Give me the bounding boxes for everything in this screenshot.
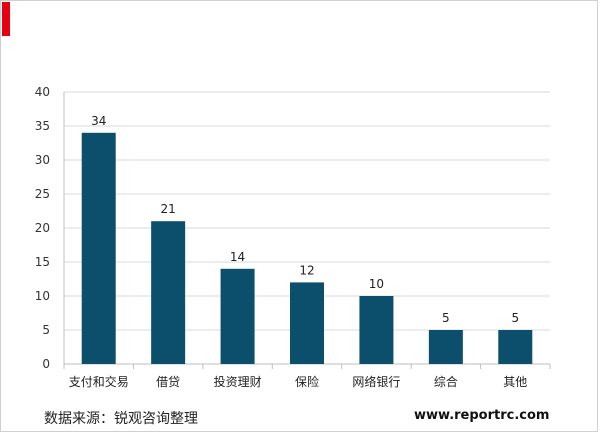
y-tick-label: 20	[35, 221, 50, 235]
x-tick-label: 其他	[503, 375, 527, 389]
data-label: 12	[299, 263, 314, 277]
x-tick-label: 投资理财	[214, 374, 262, 389]
data-label: 14	[230, 250, 245, 264]
bar	[498, 330, 533, 364]
y-tick-label: 10	[35, 289, 50, 303]
bar	[151, 221, 186, 364]
x-tick-label: 支付和交易	[69, 374, 129, 389]
data-label: 21	[161, 202, 176, 216]
website-label: www.reportrc.com	[414, 408, 550, 423]
data-label: 5	[442, 311, 450, 325]
data-source-note: 数据来源：锐观咨询整理	[44, 411, 198, 427]
bar	[359, 296, 394, 364]
bar	[428, 330, 463, 364]
data-label: 5	[511, 311, 519, 325]
y-tick-label: 15	[35, 255, 50, 269]
x-tick-label: 网络银行	[352, 374, 400, 389]
y-tick-label: 5	[42, 323, 50, 337]
accent-bar	[2, 2, 10, 36]
y-tick-label: 25	[35, 187, 50, 201]
y-tick-label: 35	[35, 119, 50, 133]
x-tick-label: 综合	[434, 374, 458, 389]
bar	[220, 268, 255, 364]
x-tick-label: 保险	[295, 374, 319, 389]
y-tick-label: 0	[42, 357, 50, 371]
bar	[290, 282, 324, 364]
y-tick-label: 30	[35, 153, 50, 167]
x-tick-label: 借贷	[156, 375, 180, 389]
data-label: 34	[91, 114, 106, 128]
bar	[81, 132, 116, 364]
data-label: 10	[369, 277, 384, 291]
y-tick-label: 40	[35, 85, 50, 99]
